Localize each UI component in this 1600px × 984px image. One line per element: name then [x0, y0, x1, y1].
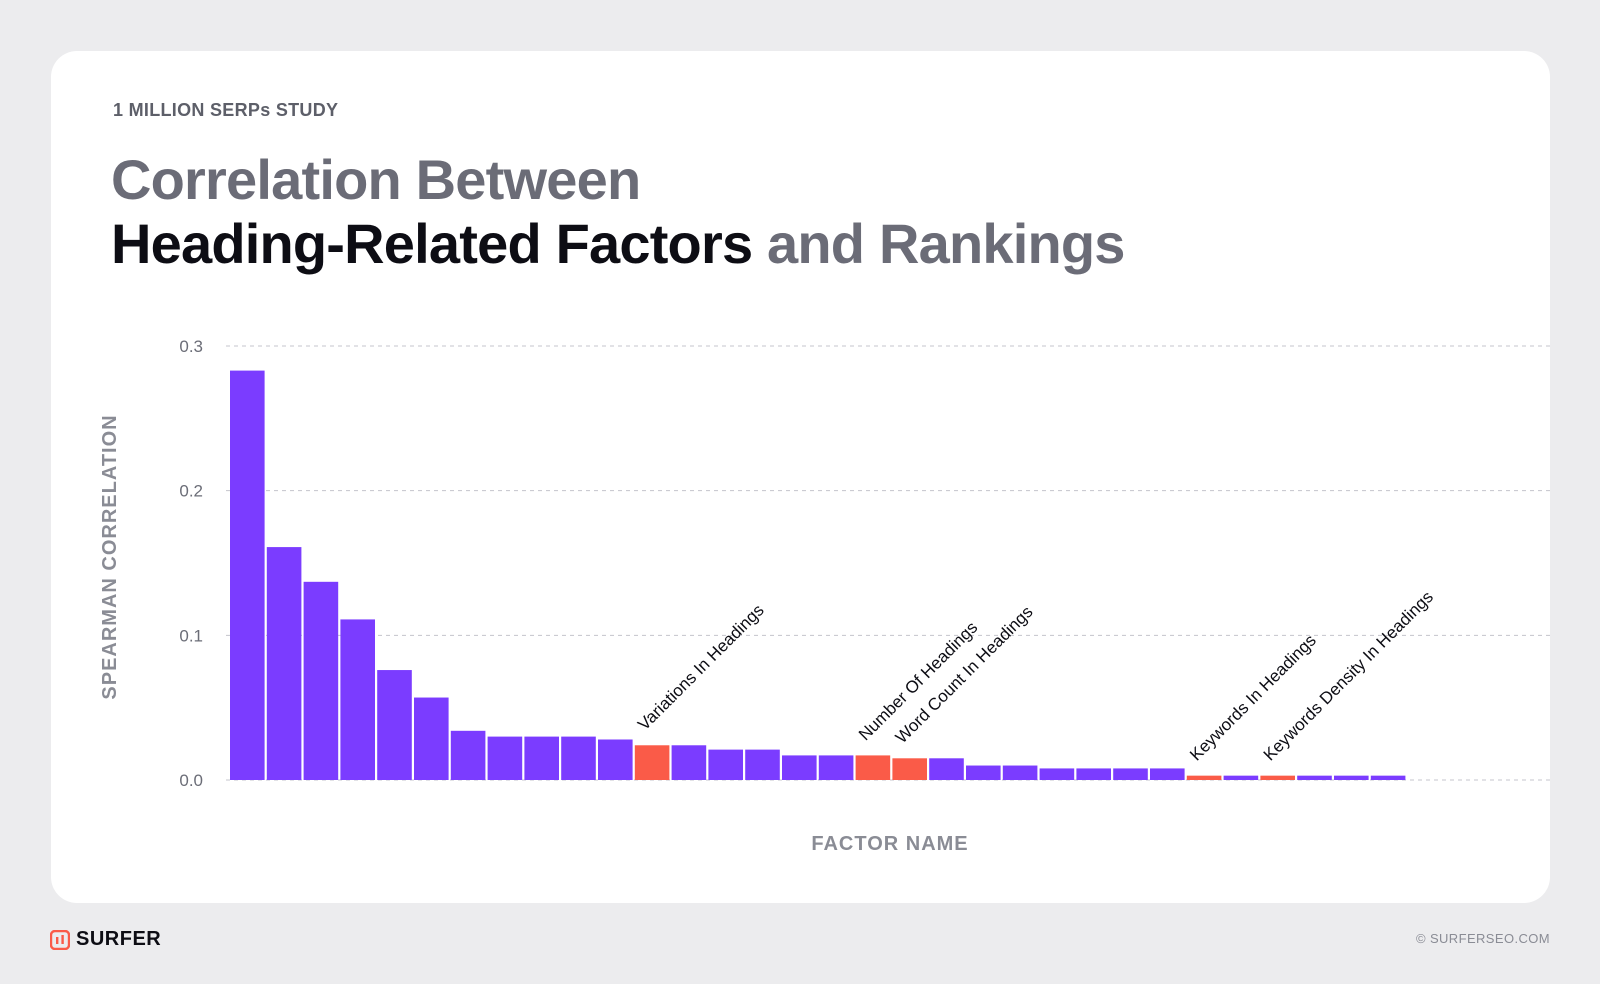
bar: [818, 755, 854, 780]
title-line-2-rest: and Rankings: [752, 212, 1125, 275]
bar: [1039, 768, 1075, 780]
bar: [1334, 775, 1369, 780]
bar: [230, 370, 265, 780]
bar: [634, 745, 670, 780]
bar: [450, 730, 486, 780]
y-axis-label: SPEARMAN CORRELATION: [99, 414, 121, 699]
bar: [929, 758, 964, 780]
copyright[interactable]: © SURFERSEO.COM: [1416, 931, 1550, 946]
bar: [1076, 768, 1111, 780]
bar: [1223, 775, 1259, 780]
bar-annotation: Keywords In Headings: [1186, 631, 1320, 765]
bar: [1186, 775, 1222, 780]
bar: [377, 670, 412, 780]
bar: [266, 547, 302, 780]
bar: [1150, 768, 1185, 780]
bar: [892, 758, 927, 780]
brand-name: SURFER: [76, 928, 162, 950]
bar: [487, 736, 523, 780]
bar: [671, 745, 707, 780]
bar: [340, 619, 375, 780]
bar: [966, 765, 1001, 780]
y-tick-label: 0.3: [179, 337, 203, 356]
x-axis-label: FACTOR NAME: [811, 833, 968, 855]
bar: [782, 755, 817, 780]
bar: [598, 739, 633, 780]
y-tick-label: 0.1: [179, 626, 203, 645]
bar-annotation: Variations In Headings: [634, 601, 767, 734]
bar: [303, 581, 339, 780]
copyright-icon: ©: [1415, 931, 1426, 946]
bar: [1260, 775, 1295, 780]
bar: [1002, 765, 1038, 780]
bar: [414, 697, 449, 780]
title-line-1: Correlation Between: [111, 148, 641, 211]
y-tick-label: 0.0: [179, 771, 203, 790]
bar: [524, 736, 559, 780]
surfer-logo[interactable]: SURFER: [50, 928, 161, 951]
bar: [1370, 775, 1406, 780]
bar: [855, 755, 891, 780]
title-highlight: Heading-Related Factors: [111, 212, 753, 275]
y-tick-label: 0.2: [179, 482, 203, 501]
chart-title: Correlation Between Heading-Related Fact…: [111, 148, 1125, 276]
bar: [708, 749, 743, 780]
bar: [561, 736, 596, 780]
bar: [745, 749, 780, 780]
copyright-text: SURFERSEO.COM: [1429, 931, 1550, 946]
study-eyebrow: 1 MILLION SERPs STUDY: [113, 100, 339, 120]
bar: [1113, 768, 1148, 780]
bar: [1297, 775, 1332, 780]
surfer-logo-icon: [50, 929, 70, 950]
